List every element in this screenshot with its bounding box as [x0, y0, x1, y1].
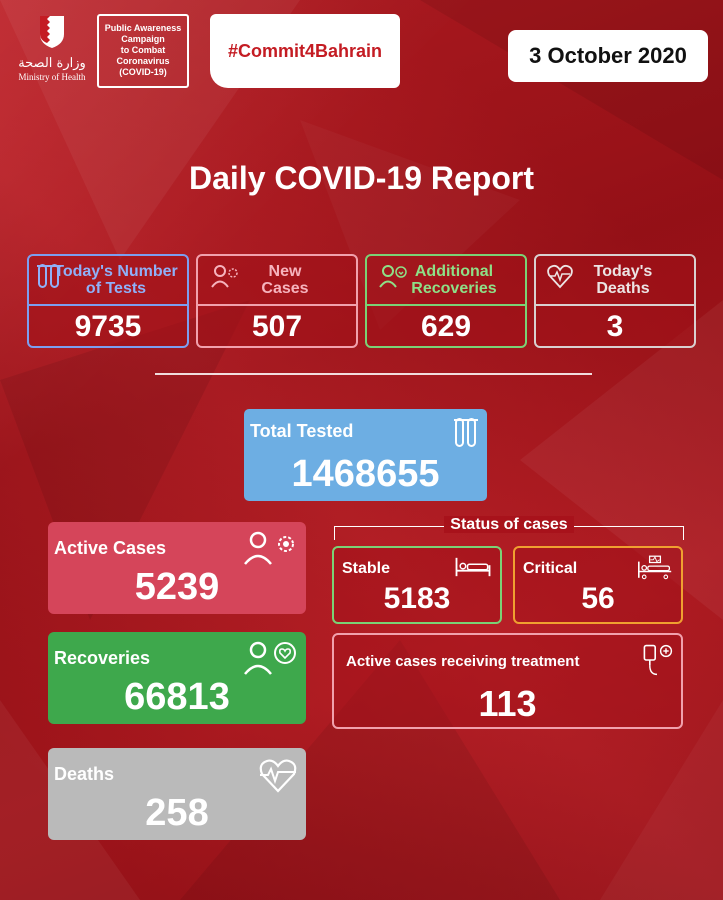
campaign-line: Coronavirus: [116, 56, 170, 66]
bracket-tick: [683, 526, 684, 540]
new-cases-label: New: [268, 263, 302, 280]
treatment-box: Active cases receiving treatment 113: [332, 633, 683, 729]
campaign-badge: Public Awareness Campaign to Combat Coro…: [97, 14, 189, 88]
daily-tests-label: Today's Number: [54, 263, 178, 280]
heartbeat-icon: [547, 264, 573, 289]
daily-tests-value: 9735: [74, 310, 142, 343]
daily-tests-header: Today's Number of Tests: [29, 256, 187, 304]
todays-deaths-label: Today's: [593, 263, 653, 280]
total-tested-value: 1468655: [291, 453, 440, 495]
new-cases-label: Cases: [261, 280, 309, 297]
divider: [29, 304, 187, 306]
deaths-card: Deaths 258: [48, 748, 306, 840]
test-tubes-icon: [37, 264, 61, 288]
bahrain-emblem-icon: [40, 16, 64, 48]
hashtag-badge: #Commit4Bahrain: [210, 14, 400, 88]
active-cases-value: 5239: [134, 566, 220, 608]
section-divider: [155, 373, 592, 375]
status-heading: Status of cases: [334, 516, 684, 534]
recoveries-label: Recoveries: [54, 648, 151, 668]
additional-recoveries-box: Additional Recoveries 629: [365, 254, 527, 348]
daily-tests-box: Today's Number of Tests 9735: [27, 254, 189, 348]
ministry-name-arabic: وزارة الصحة: [18, 56, 86, 71]
active-cases-label: Active Cases: [54, 538, 167, 558]
additional-recoveries-value: 629: [420, 310, 472, 343]
total-tested-card: Total Tested 1468655: [244, 409, 487, 501]
new-cases-value: 507: [251, 310, 303, 343]
test-tubes-icon: [454, 418, 478, 447]
bracket-tick: [334, 526, 335, 540]
recoveries-card: Recoveries 66813: [48, 632, 306, 724]
recoveries-value: 66813: [124, 676, 230, 718]
page-title: Daily COVID-19 Report: [189, 160, 534, 196]
ministry-name-english: Ministry of Health: [18, 72, 86, 82]
todays-deaths-header: Today's Deaths: [536, 256, 694, 304]
deaths-label: Deaths: [54, 764, 115, 784]
person-virus-icon: [211, 265, 238, 288]
additional-recoveries-label: Additional: [414, 263, 494, 280]
stable-box: Stable 5183: [332, 546, 502, 624]
icu-bed-icon: [637, 555, 672, 580]
person-heart-chat-icon: [244, 641, 296, 675]
critical-box: Critical 56: [513, 546, 683, 624]
total-tested-label: Total Tested: [250, 421, 354, 441]
active-cases-card: Active Cases 5239: [48, 522, 306, 614]
treatment-label: Active cases receiving treatment: [346, 653, 580, 670]
report-date: 3 October 2020: [508, 30, 708, 82]
divider: [536, 304, 694, 306]
todays-deaths-box: Today's Deaths 3: [534, 254, 696, 348]
new-cases-box: New Cases 507: [196, 254, 358, 348]
todays-deaths-value: 3: [606, 310, 624, 343]
daily-tests-label: of Tests: [85, 280, 147, 297]
ministry-logo: وزارة الصحة Ministry of Health: [12, 14, 92, 94]
critical-label: Critical: [523, 560, 578, 577]
critical-value: 56: [581, 582, 615, 615]
todays-deaths-label: Deaths: [596, 280, 650, 297]
divider: [367, 304, 525, 306]
hospital-bed-icon: [455, 557, 491, 577]
new-cases-header: New Cases: [198, 256, 356, 304]
stable-label: Stable: [342, 560, 391, 577]
status-heading-bracket: Status of cases: [334, 516, 684, 544]
additional-recoveries-label: Recoveries: [411, 280, 497, 297]
person-heart-chat-icon: [379, 265, 407, 288]
iv-drip-icon: [643, 644, 673, 676]
deaths-value: 258: [145, 792, 209, 834]
status-heading-text: Status of cases: [444, 516, 574, 533]
campaign-line: Campaign: [121, 34, 165, 44]
additional-recoveries-header: Additional Recoveries: [367, 256, 525, 304]
stable-value: 5183: [383, 582, 451, 615]
campaign-line: (COVID-19): [119, 67, 167, 77]
treatment-value: 113: [478, 683, 537, 724]
person-virus-icon: [244, 531, 294, 565]
heartbeat-icon: [259, 759, 297, 793]
campaign-line: to Combat: [120, 45, 166, 55]
divider: [198, 304, 356, 306]
campaign-line: Public Awareness: [104, 23, 182, 33]
